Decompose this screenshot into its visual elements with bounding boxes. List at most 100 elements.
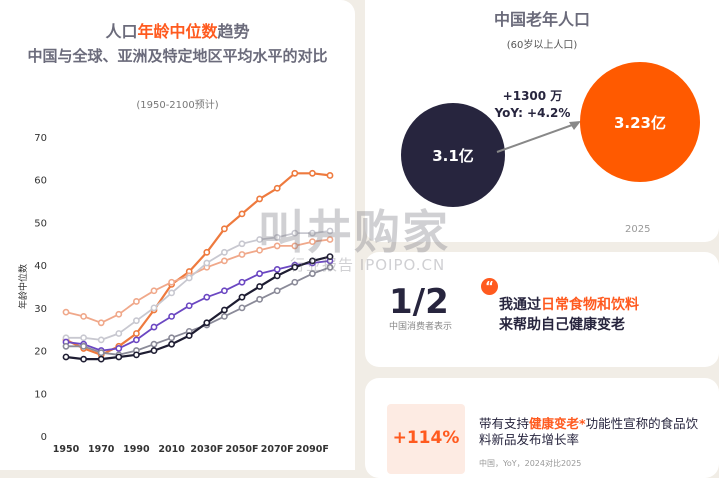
x-tick-label: 2030F (190, 444, 223, 455)
series-4-point (273, 266, 281, 273)
x-tick-label: 2050F (226, 444, 259, 455)
series-4-point (203, 293, 211, 301)
quote-icon: “ (481, 278, 498, 295)
series-3-point (220, 248, 228, 256)
y-tick-label: 70 (34, 133, 47, 144)
series-1-point (291, 169, 299, 177)
series-1-point (238, 210, 246, 218)
series-2-point (220, 257, 228, 265)
x-tick-label: 2090F (296, 444, 329, 455)
chart-title-highlight: 年龄中位数 (137, 22, 218, 41)
fraction-value: 1/2 (389, 282, 449, 322)
series-6-point (308, 257, 316, 265)
series-6-point (256, 283, 263, 290)
series-4-point (256, 270, 263, 278)
consumer-quote: 我通过日常食物和饮料 来帮助自己健康变老 (499, 295, 639, 335)
chart-title: 人口年龄中位数趋势 (0, 18, 355, 42)
y-tick-label: 10 (34, 389, 47, 400)
series-3-point (132, 317, 140, 325)
x-tick-label: 2070F (261, 444, 294, 455)
series-3-point (238, 240, 246, 248)
y-tick-label: 60 (34, 176, 47, 187)
chart-title-post: 趋势 (217, 22, 250, 41)
watermark-logo: 叫井购家 (258, 205, 450, 259)
x-tick-label: 2010 (158, 444, 185, 455)
elderly-subtitle: (60岁以上人口) (506, 40, 578, 51)
series-3-point (273, 233, 281, 241)
growth-yoy: YoY: +4.2% (494, 106, 571, 120)
series-6-point (203, 319, 211, 327)
series-3-point (80, 334, 87, 342)
series-2-point (291, 242, 299, 250)
series-6-point (326, 253, 334, 260)
series-5-point (238, 304, 246, 312)
elderly-population-card: 中国老年人口 (60岁以上人口) 3.1亿 +1300 万 YoY: +4.2%… (365, 0, 719, 242)
chart-subtitle: 中国与全球、亚洲及特定地区平均水平的对比 (27, 47, 328, 65)
series-4-point (150, 323, 158, 331)
launch-text-pre: 带有支持 (479, 416, 530, 431)
series-3-point (256, 236, 263, 243)
series-3-point (326, 227, 334, 235)
series-4-point (168, 312, 175, 320)
series-2-point (115, 310, 123, 318)
growth-absolute: +1300 万 (502, 89, 563, 103)
series-6-point (150, 347, 158, 354)
series-5-point (256, 295, 263, 303)
chart-range: (1950-2100预计) (136, 100, 219, 111)
pct-box (387, 404, 465, 474)
consumer-quote-card: 1/2 中国消费者表示 “ 我通过日常食物和饮料 来帮助自己健康变老 (365, 252, 719, 367)
quote-line1-pre: 我通过 (499, 297, 541, 313)
y-axis-label: 年龄中位数 (17, 264, 29, 309)
launch-text-highlight: 健康变老* (529, 416, 586, 431)
growth-percent: +114% (392, 428, 460, 448)
elderly-title: 中国老年人口 (493, 10, 590, 29)
growth-label: +1300 万 YoY: +4.2% (485, 88, 580, 122)
series-6-point (238, 293, 246, 301)
series-2-point (273, 242, 281, 250)
series-2-point (80, 312, 87, 320)
series-3-point (308, 229, 316, 237)
series-4-point (238, 278, 246, 286)
y-tick-label: 20 (34, 347, 47, 358)
series-6-point (273, 272, 281, 280)
series-6-point (132, 351, 140, 359)
chart-title-pre: 人口 (105, 22, 138, 41)
series-5-point (150, 340, 158, 348)
series-6-point (185, 332, 193, 340)
series-3-point (97, 336, 105, 344)
series-6-point (80, 355, 87, 363)
series-2-point (308, 238, 316, 246)
series-5-point (168, 334, 175, 342)
quote-line2: 来帮助自己健康变老 (499, 317, 625, 333)
launch-text-post: 功能性宣称的食品饮料新品发布增长率 (479, 416, 699, 447)
series-3-point (291, 229, 299, 237)
bubble-2024: 3.1亿 (401, 103, 505, 207)
series-5-point (62, 342, 70, 350)
series-line-5 (66, 266, 331, 356)
series-2-point (97, 319, 105, 327)
bubble-2025: 3.23亿 (580, 62, 700, 182)
series-5-point (80, 342, 87, 350)
series-1-point (273, 184, 281, 192)
fraction-caption: 中国消费者表示 (389, 322, 453, 332)
series-line-3 (66, 230, 331, 341)
year-label-2025: 2025 (625, 224, 651, 235)
watermark-url: 行业报告 IPOIPO.CN (290, 256, 446, 274)
growth-arrow-icon (496, 121, 581, 153)
series-4-point (185, 302, 193, 310)
series-2-point (150, 287, 158, 295)
x-tick-label: 1990 (123, 444, 150, 455)
series-6-point (62, 353, 70, 361)
series-6-point (220, 306, 228, 314)
series-2-point (238, 251, 246, 258)
series-6-point (168, 340, 175, 348)
series-1-point (256, 195, 263, 203)
y-tick-label: 0 (41, 432, 47, 443)
series-1-point (326, 172, 334, 179)
series-3-point (168, 289, 175, 297)
median-age-line-chart: 0 10 20 30 40 50 60 70 1950 1970 1990 2010 2030F 2050… (17, 133, 334, 455)
series-4-point (132, 336, 140, 344)
value-2025: 3.23亿 (613, 113, 666, 132)
series-line-4 (65, 260, 331, 352)
series-3-point (115, 330, 123, 337)
